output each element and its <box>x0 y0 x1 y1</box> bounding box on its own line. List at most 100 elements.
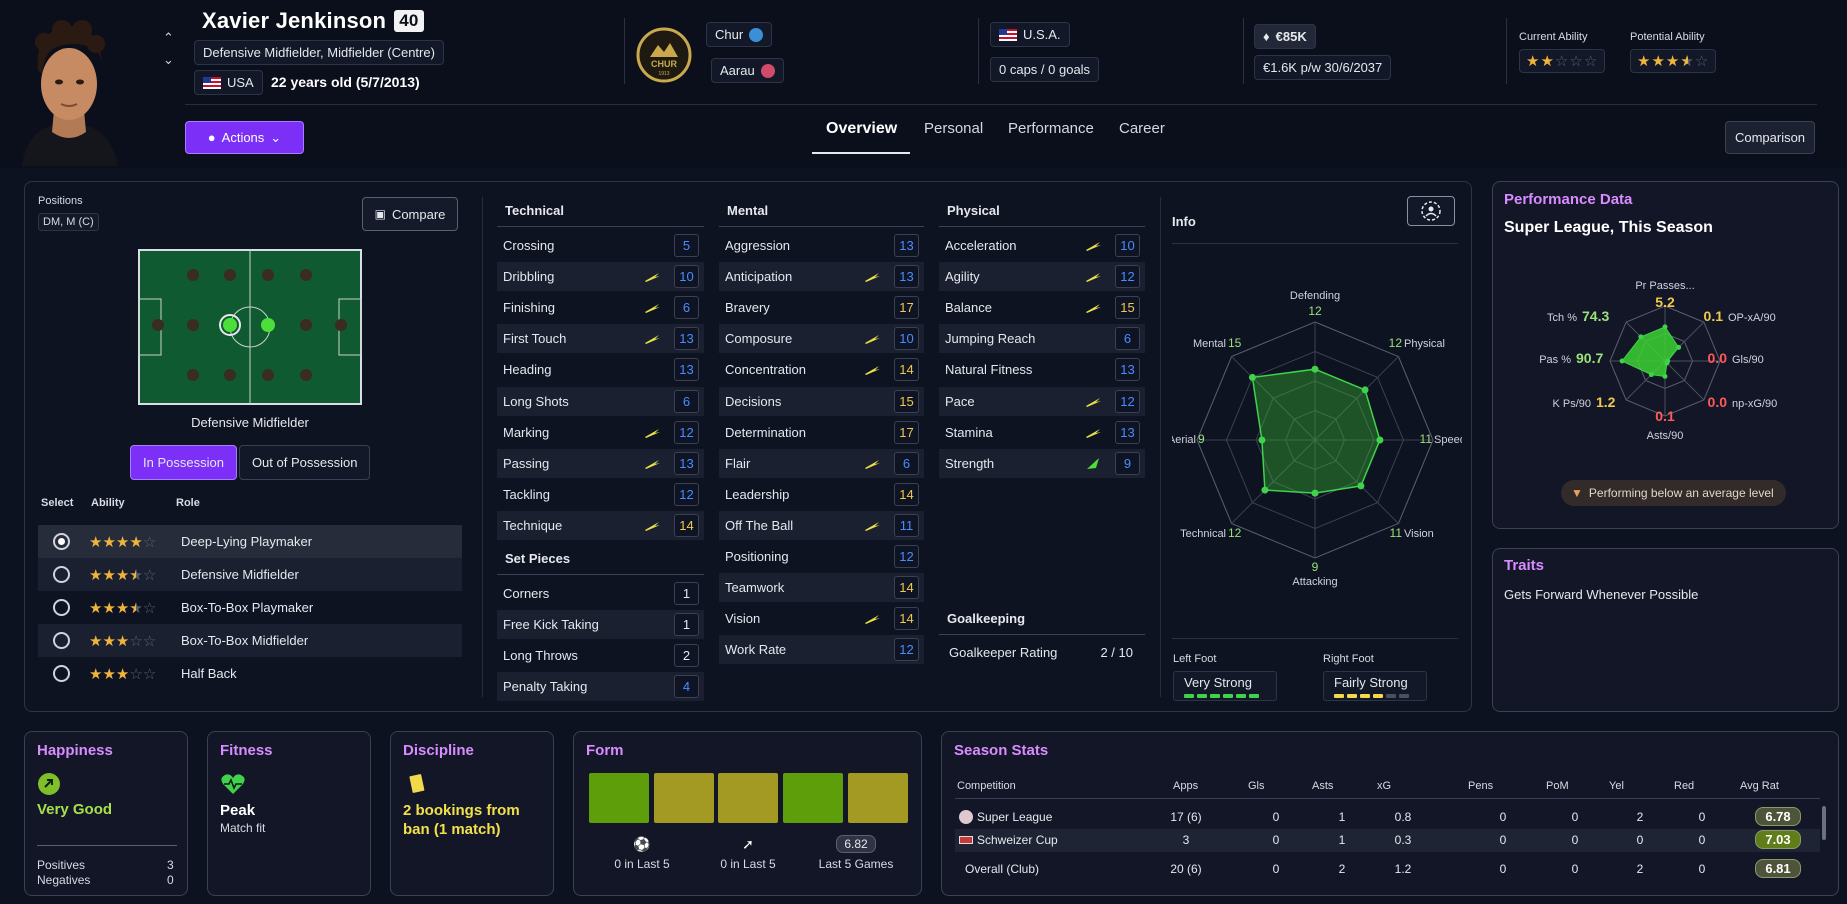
attribute-row[interactable]: Off The Ball 11 <box>719 510 924 540</box>
right-foot-box: Fairly Strong <box>1323 671 1427 701</box>
season-header-cell[interactable]: xG <box>1377 780 1392 792</box>
form-assists-label: 0 in Last 5 <box>720 857 776 871</box>
happiness-card[interactable]: Happiness Very Good Positives 3 Negative… <box>24 731 188 896</box>
attribute-row[interactable]: Anticipation 13 <box>719 262 924 292</box>
role-row[interactable]: ★★★☆☆ Half Back <box>38 657 462 690</box>
attribute-row[interactable]: Passing 13 <box>497 448 704 478</box>
attribute-row[interactable]: Long Throws 2 <box>497 641 704 670</box>
attribute-row[interactable]: Long Shots 6 <box>497 386 704 416</box>
attribute-row[interactable]: Technique 14 <box>497 510 704 540</box>
season-header-cell[interactable]: Avg Rat <box>1740 780 1779 792</box>
season-stats-card[interactable]: Season Stats <box>941 731 1839 896</box>
tab-personal[interactable]: Personal <box>924 120 984 137</box>
attribute-row[interactable]: Crossing 5 <box>497 231 704 260</box>
role-row[interactable]: ★★★★★☆ Defensive Midfielder <box>38 558 462 591</box>
season-header-cell[interactable]: Gls <box>1248 780 1265 792</box>
attribute-row[interactable]: Vision 14 <box>719 604 924 633</box>
out-possession-tab[interactable]: Out of Possession <box>238 445 371 480</box>
current-club-chip[interactable]: Chur <box>706 22 773 47</box>
radar-value: 11 <box>1420 432 1433 446</box>
attribute-row[interactable]: Penalty Taking 4 <box>497 672 704 702</box>
role-radio[interactable] <box>53 566 70 583</box>
attribute-row[interactable]: Free Kick Taking 1 <box>497 610 704 640</box>
international-chip[interactable]: U.S.A. <box>990 22 1070 47</box>
role-row[interactable]: ★★★☆☆ Box-To-Box Midfielder <box>38 624 462 657</box>
attribute-row[interactable]: Leadership 14 <box>719 480 924 509</box>
discipline-card[interactable]: Discipline 2 bookings from ban (1 match) <box>390 731 554 896</box>
loan-club-chip[interactable]: Aarau <box>711 58 784 83</box>
season-header-cell[interactable]: Red <box>1674 780 1695 792</box>
tab-performance[interactable]: Performance <box>1008 120 1094 137</box>
attribute-row[interactable]: Pace 12 <box>939 386 1145 416</box>
attribute-row[interactable]: Natural Fitness 13 <box>939 355 1145 384</box>
role-row[interactable]: ★★★★★☆ Box-To-Box Playmaker <box>38 591 462 624</box>
attribute-row[interactable]: Bravery 17 <box>719 293 924 322</box>
goalkeeper-rating-value: 2 / 10 <box>1100 645 1133 660</box>
tab-overview[interactable]: Overview <box>826 120 898 137</box>
form-game-box[interactable] <box>589 773 649 823</box>
in-possession-tab[interactable]: In Possession <box>130 445 237 480</box>
role-radio[interactable] <box>53 665 70 682</box>
season-header-cell[interactable]: Competition <box>957 780 1016 792</box>
attribute-row[interactable]: Work Rate 12 <box>719 635 924 665</box>
attribute-row[interactable]: Balance 15 <box>939 293 1145 322</box>
role-radio[interactable] <box>53 533 70 550</box>
role-radio[interactable] <box>53 632 70 649</box>
fitness-card[interactable]: Fitness Peak Match fit <box>207 731 371 896</box>
season-header-cell[interactable]: Pens <box>1468 780 1494 792</box>
attribute-row[interactable]: Marking 12 <box>497 418 704 447</box>
season-header-cell[interactable]: Yel <box>1609 780 1624 792</box>
attribute-row[interactable]: Agility 12 <box>939 262 1145 292</box>
form-game-box[interactable] <box>718 773 778 823</box>
happiness-title: Happiness <box>37 742 113 759</box>
club-crest-icon[interactable]: CHUR 1913 <box>636 27 692 83</box>
attribute-row[interactable]: Concentration 14 <box>719 355 924 384</box>
attribute-row[interactable]: Tackling 12 <box>497 480 704 509</box>
attribute-row[interactable]: Acceleration 10 <box>939 231 1145 260</box>
table-scrollbar[interactable] <box>1822 806 1826 840</box>
attribute-row[interactable]: Decisions 15 <box>719 386 924 416</box>
perf-radar-point <box>1662 324 1668 330</box>
avg-rating-badge: 6.78 <box>1755 807 1801 826</box>
season-header-cell[interactable]: PoM <box>1546 780 1569 792</box>
season-cell-gls: 0 <box>1272 833 1280 847</box>
next-player-icon[interactable]: ⌄ <box>163 52 174 67</box>
current-ability-stars: ★★☆☆☆ <box>1519 49 1606 73</box>
form-game-box[interactable] <box>783 773 843 823</box>
current-ability-label: Current Ability <box>1519 31 1588 43</box>
actions-button[interactable]: ● Actions ⌄ <box>185 121 304 154</box>
attribute-row[interactable]: Stamina 13 <box>939 418 1145 447</box>
attribute-row[interactable]: Teamwork 14 <box>719 573 924 603</box>
role-radio[interactable] <box>53 599 70 616</box>
compare-button[interactable]: ▣ Compare <box>362 197 458 231</box>
form-game-box[interactable] <box>654 773 714 823</box>
attribute-row[interactable]: Flair 6 <box>719 448 924 478</box>
attribute-row[interactable]: Determination 17 <box>719 418 924 447</box>
form-game-box[interactable] <box>848 773 908 823</box>
comparison-button[interactable]: Comparison <box>1725 121 1815 154</box>
attribute-row[interactable]: Dribbling 10 <box>497 262 704 292</box>
attribute-row[interactable]: Positioning 12 <box>719 542 924 571</box>
season-header-cell[interactable]: Apps <box>1173 780 1199 792</box>
season-row[interactable]: Super League 17 (6) 0 1 0.8 0 0 2 0 6.78 <box>955 806 1820 829</box>
attribute-row[interactable]: Corners 1 <box>497 579 704 608</box>
right-foot-bar <box>1334 694 1409 698</box>
season-row[interactable]: Schweizer Cup 3 0 1 0.3 0 0 0 0 7.03 <box>955 829 1820 852</box>
season-header-cell[interactable]: Asts <box>1312 780 1334 792</box>
previous-player-icon[interactable]: ⌃ <box>163 30 174 45</box>
attribute-row[interactable]: Jumping Reach 6 <box>939 324 1145 354</box>
attribute-row[interactable]: First Touch 13 <box>497 324 704 354</box>
attribute-name: Crossing <box>503 238 555 253</box>
position-pitch[interactable] <box>138 249 362 405</box>
info-options-button[interactable] <box>1407 196 1455 226</box>
attribute-row[interactable]: Composure 10 <box>719 324 924 354</box>
attribute-row[interactable]: Finishing 6 <box>497 293 704 322</box>
role-row[interactable]: ★★★★☆ Deep-Lying Playmaker <box>38 525 462 558</box>
attribute-row[interactable]: Strength 9 <box>939 448 1145 478</box>
nation-chip[interactable]: USA <box>194 70 263 95</box>
tab-career[interactable]: Career <box>1119 120 1165 137</box>
attribute-row[interactable]: Heading 13 <box>497 355 704 384</box>
attribute-row[interactable]: Aggression 13 <box>719 231 924 260</box>
attribute-value: 17 <box>894 420 919 444</box>
season-row[interactable]: Overall (Club) 20 (6) 0 2 1.2 0 0 2 0 6.81 <box>955 858 1820 881</box>
